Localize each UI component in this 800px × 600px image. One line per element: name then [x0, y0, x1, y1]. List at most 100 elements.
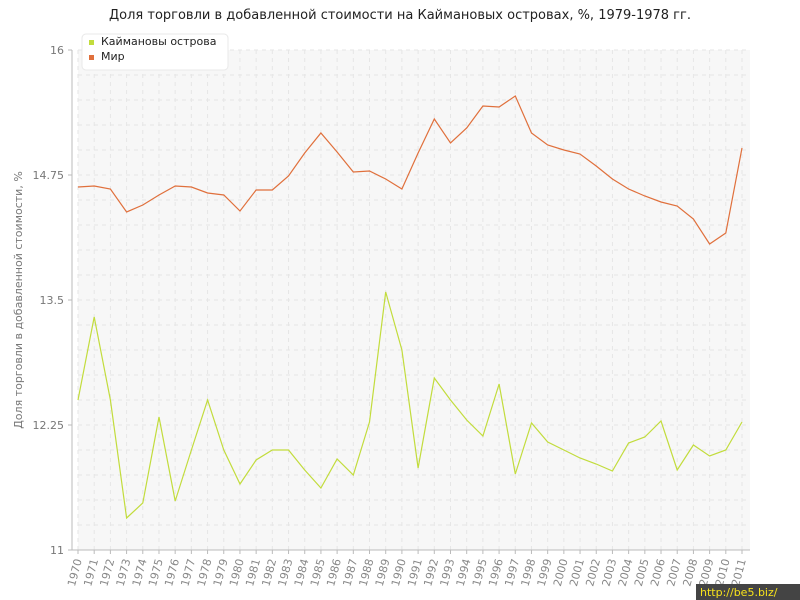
data-point — [336, 458, 338, 460]
data-point — [174, 185, 176, 187]
data-point — [125, 517, 127, 519]
data-point — [385, 178, 387, 180]
y-tick-label: 14.75 — [33, 169, 65, 182]
data-point — [158, 416, 160, 418]
legend-label: Мир — [101, 50, 125, 63]
data-point — [320, 487, 322, 489]
data-point — [627, 442, 629, 444]
data-point — [417, 152, 419, 154]
data-point — [320, 132, 322, 134]
data-point — [190, 449, 192, 451]
data-point — [271, 189, 273, 191]
data-point — [142, 204, 144, 206]
data-point — [546, 441, 548, 443]
data-point — [109, 399, 111, 401]
data-point — [741, 147, 743, 149]
data-point — [514, 95, 516, 97]
data-point — [255, 189, 257, 191]
data-point — [449, 142, 451, 144]
legend-label: Каймановы острова — [101, 35, 216, 48]
data-point — [352, 171, 354, 173]
data-point — [660, 201, 662, 203]
data-point — [287, 175, 289, 177]
data-point — [239, 210, 241, 212]
data-point — [579, 457, 581, 459]
watermark-text: http://be5.biz/ — [700, 586, 778, 599]
data-point — [725, 449, 727, 451]
data-point — [498, 106, 500, 108]
data-point — [627, 188, 629, 190]
data-point — [190, 186, 192, 188]
data-point — [77, 186, 79, 188]
data-point — [93, 316, 95, 318]
data-point — [546, 144, 548, 146]
y-tick-label: 16 — [50, 44, 64, 57]
data-point — [142, 502, 144, 504]
data-point — [563, 149, 565, 151]
data-point — [304, 469, 306, 471]
data-point — [93, 185, 95, 187]
data-point — [223, 449, 225, 451]
data-point — [271, 449, 273, 451]
data-point — [417, 467, 419, 469]
legend-box — [81, 33, 229, 71]
y-tick-label: 13.5 — [40, 294, 65, 307]
data-point — [611, 470, 613, 472]
data-point — [206, 399, 208, 401]
data-point — [223, 194, 225, 196]
data-point — [465, 127, 467, 129]
series-line — [77, 95, 743, 245]
data-point — [174, 500, 176, 502]
y-tick-label: 12.25 — [33, 419, 65, 432]
data-point — [449, 399, 451, 401]
data-point — [741, 421, 743, 423]
data-point — [125, 211, 127, 213]
y-ticks: 11 12.25 13.5 14.75 16 — [33, 44, 72, 557]
data-point — [304, 152, 306, 154]
legend-swatch — [89, 40, 94, 45]
watermark-bg — [696, 584, 800, 600]
data-point — [401, 188, 403, 190]
y-axis-label: Доля торговли в добавленной стоимости, % — [12, 171, 25, 429]
data-point — [385, 291, 387, 293]
data-point — [255, 459, 257, 461]
data-point — [482, 435, 484, 437]
data-point — [692, 218, 694, 220]
data-point — [725, 232, 727, 234]
chart-title: Доля торговли в добавленной стоимости на… — [109, 8, 691, 23]
data-point — [206, 192, 208, 194]
data-point — [611, 178, 613, 180]
data-point — [433, 118, 435, 120]
watermark: http://be5.biz/ — [696, 584, 800, 600]
data-point — [676, 469, 678, 471]
data-point — [660, 420, 662, 422]
data-point — [336, 151, 338, 153]
data-point — [692, 444, 694, 446]
data-point — [595, 165, 597, 167]
data-point — [368, 421, 370, 423]
series-lines — [77, 95, 743, 520]
data-point — [482, 105, 484, 107]
legend-swatch — [89, 55, 94, 60]
series-line — [77, 291, 743, 520]
data-point — [579, 153, 581, 155]
data-point — [514, 473, 516, 475]
data-point — [644, 195, 646, 197]
legend: Каймановы острова Мир — [81, 33, 229, 71]
data-point — [433, 377, 435, 379]
data-point — [644, 436, 646, 438]
data-point — [158, 194, 160, 196]
data-point — [401, 349, 403, 351]
data-point — [530, 132, 532, 134]
y-tick-label: 11 — [50, 544, 64, 557]
data-point — [465, 419, 467, 421]
data-point — [352, 474, 354, 476]
data-point — [530, 422, 532, 424]
data-point — [676, 205, 678, 207]
x-ticks: 1970197119721973197419751976197719781979… — [65, 550, 749, 588]
data-point — [368, 170, 370, 172]
data-point — [77, 399, 79, 401]
data-point — [287, 449, 289, 451]
data-point — [563, 449, 565, 451]
